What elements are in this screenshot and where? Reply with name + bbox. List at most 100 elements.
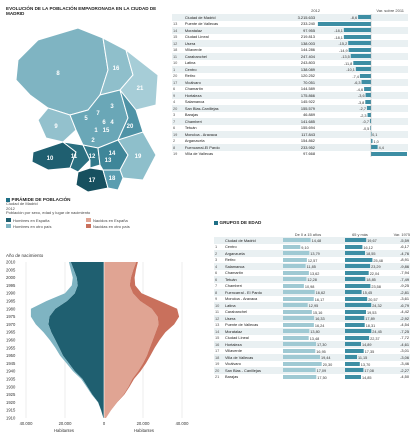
evo-row: 17 Vicálvaro 70.051 -6,3 (172, 79, 408, 86)
grp-row-num: 20 (214, 367, 224, 374)
grp-young-cell: 17,50 (282, 374, 344, 381)
grp-old-cell: 16,12 (344, 244, 390, 251)
evo-row-value: 145.922 (300, 99, 315, 104)
evo-row-num: 9 (172, 92, 184, 99)
pyr-year-label: 2005 (6, 267, 16, 272)
grp-old-cell: 14,85 (344, 374, 390, 381)
map-label-20: 20 (127, 124, 134, 130)
grp-old-cell: 25,48 (344, 257, 390, 264)
evo-row-num: 20 (173, 73, 178, 78)
grp-young-label: 11,85 (307, 265, 316, 269)
evo-row-bar-cell: -0,7 (315, 118, 408, 125)
evo-col-2012: 2012 (311, 8, 320, 13)
grp-row-name: San Blas - Canillejas (224, 367, 282, 374)
evo-row-bar-cell: -4,6 (316, 85, 408, 93)
grp-old-label: 16,12 (363, 246, 373, 250)
evo-bar (369, 119, 371, 124)
evo-row: 3 Barajas 46.889 -2,3 (172, 111, 408, 119)
evo-row: 20 Retiro 120.252 -7,4 (172, 72, 408, 80)
evo-row-value: 3.215.633 (280, 14, 316, 21)
evo-bar (364, 86, 371, 91)
map-label-19: 19 (135, 154, 142, 160)
grp-col-var: Var. 1975 (393, 232, 410, 237)
grp-row-num: 17 (215, 348, 220, 353)
grp-old-cell: 15,45 (344, 289, 390, 296)
evo-bar-label: -4,6 (357, 88, 364, 92)
grp-old-bar (345, 257, 373, 262)
grp-row-num (214, 237, 224, 244)
evo-row-value: 155.694 (300, 125, 315, 130)
grp-row-name: Retiro (225, 257, 236, 262)
pyr-year-label: 1930 (6, 384, 16, 389)
grp-old-bar (345, 303, 372, 308)
map-label-5: 5 (84, 116, 88, 122)
grp-row-var: -5,59 (390, 237, 410, 244)
grp-young-label: 16,24 (315, 324, 325, 328)
evo-bar-label: -0,5 (363, 127, 370, 131)
grp-old-cell: 17,89 (344, 315, 390, 322)
grp-row-num: 8 (214, 289, 224, 296)
grp-young-cell: 13,80 (282, 328, 344, 335)
grp-young-cell: 17,09 (282, 367, 344, 374)
grp-row-var: -4,61 (390, 341, 410, 348)
evo-bar (370, 151, 407, 156)
evo-row: 4 Salamanca 145.922 -3,8 (172, 98, 408, 106)
grp-young-cell: 16,33 (282, 315, 344, 322)
grp-row-num: 4 (214, 263, 224, 270)
evo-bar-label: -3,6 (358, 94, 365, 98)
evo-row-value: 46.889 (303, 112, 315, 117)
population-pyramid: Año de nacimiento 1910 1915 1920 1925 1930 19… (6, 253, 189, 433)
grp-old-label: 19,67 (367, 239, 377, 243)
legend-item-2: Nacidos en España (86, 217, 166, 224)
grp-row-name: Tetuán (224, 276, 282, 283)
evo-row-bar-cell: -6,3 (315, 79, 408, 86)
grp-row: Ciudad de Madrid 14,48 19,67 -5,59 (214, 237, 410, 244)
evo-bar-label: -14,9 (339, 49, 348, 53)
grp-young-cell: 9,10 (282, 244, 344, 251)
evo-bar-label: -18,1 (334, 36, 343, 40)
grp-young-cell: 13,79 (282, 250, 344, 257)
grp-old-label: 23,58 (371, 285, 381, 289)
evo-row-value: 154.862 (300, 138, 315, 143)
evo-bar-label: -10,1 (346, 68, 355, 72)
evo-bar (370, 138, 373, 143)
grp-old-bar (345, 264, 371, 269)
evo-row: 14 Moratalaz 97.955 -18,1 (172, 27, 408, 34)
grp-row: 17 Villaverde 16,95 17,35 -3,01 (214, 348, 410, 355)
grp-old-bar (345, 309, 366, 314)
grp-row-var: -2,92 (390, 315, 410, 322)
evo-row: 2 Arganzuela 154.862 1,0 (172, 137, 408, 145)
grp-young-label: 17,30 (317, 343, 327, 347)
evo-bar-label: 0,1 (372, 133, 377, 137)
map-label-17: 17 (89, 178, 96, 184)
grp-row-num: 13 (215, 322, 220, 327)
grp-old-bar (345, 238, 367, 243)
pyr-year-label: 1940 (6, 369, 16, 374)
evo-row-bar-cell: -8,6 (315, 14, 408, 21)
map-label-18: 18 (109, 176, 116, 182)
evo-bar (355, 67, 371, 72)
evo-row-num: 1 (172, 66, 184, 73)
map-label-14: 14 (109, 151, 116, 157)
pyr-area-men-spain (48, 262, 104, 418)
evo-row-value: 233.952 (280, 144, 316, 151)
evo-row-bar-cell: -3,8 (316, 98, 408, 106)
evo-bar-label: -18,1 (334, 29, 343, 33)
grp-young-cell: 16,17 (282, 296, 344, 303)
pyr-year-label: 1915 (6, 408, 16, 413)
pyr-xtick-label: 20.000 (137, 421, 150, 426)
evo-row-value: 117.843 (280, 131, 316, 138)
grp-old-cell: 13,70 (344, 361, 390, 368)
pyr-year-label: 1980 (6, 306, 16, 311)
evo-row-bar-cell: -35,4 (316, 20, 408, 28)
grp-row-name: Ciudad de Madrid (224, 237, 282, 244)
map-district-18 (102, 169, 124, 191)
evo-row-value: 120.252 (300, 73, 315, 78)
evo-bar (361, 80, 371, 85)
grp-row-name: Moncloa - Aravaca (225, 296, 258, 301)
evo-bar (370, 145, 378, 150)
evo-row: 8 Fuencarral-El Pardo 233.952 4,4 (172, 144, 408, 151)
grp-row-var: -7,94 (400, 270, 409, 275)
evo-row-num: 2 (173, 138, 176, 143)
grp-row: 1 Centro 9,10 16,12 -6,17 (214, 244, 410, 251)
